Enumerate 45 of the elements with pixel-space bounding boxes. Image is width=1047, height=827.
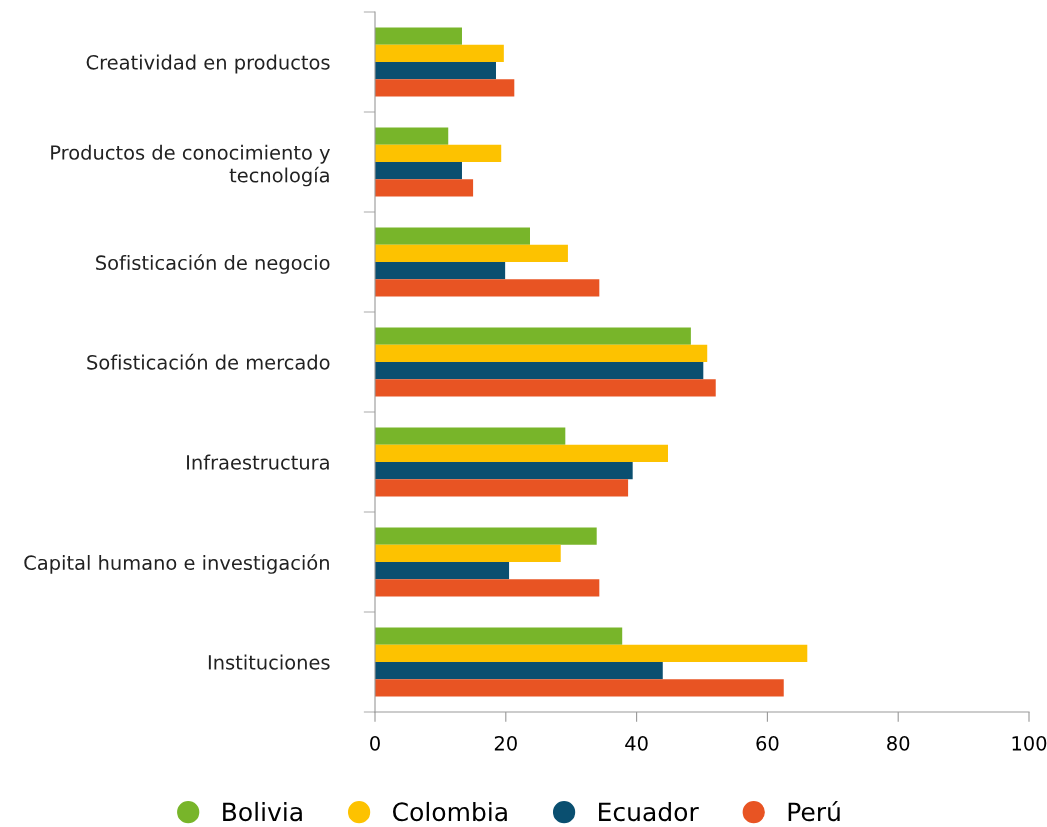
legend-label: Colombia (393, 801, 507, 822)
bar (375, 344, 708, 362)
legend-label: Bolivia (223, 801, 302, 822)
bar (375, 479, 629, 497)
bar (375, 427, 566, 445)
bar (375, 127, 449, 145)
bar (375, 62, 496, 80)
bar (375, 179, 474, 197)
bar (375, 444, 668, 462)
bar (375, 327, 691, 345)
bar (375, 27, 462, 45)
x-tick-label: 40 (625, 735, 648, 751)
x-tick-label: 60 (756, 735, 779, 751)
bar (375, 527, 597, 545)
bar (375, 544, 561, 562)
bar (375, 462, 633, 480)
bar (375, 262, 506, 280)
bar (375, 379, 716, 397)
bar (375, 662, 663, 680)
x-tick-label: 100 (1012, 735, 1047, 751)
bar (375, 627, 623, 645)
y-tick-label: Instituciones (208, 654, 330, 670)
bar (375, 644, 808, 662)
bar (375, 44, 504, 62)
x-tick-label: 0 (370, 735, 380, 751)
bar (375, 162, 462, 180)
bar (375, 679, 784, 697)
x-tick-label: 20 (494, 735, 517, 751)
legend-label: Perú (788, 800, 840, 822)
legend-label: Ecuador (599, 801, 699, 822)
y-tick-label: Sofisticación de negocio (96, 254, 330, 274)
bar (375, 79, 515, 97)
bar (375, 144, 502, 162)
bar (375, 279, 600, 297)
y-tick-label: Sofisticación de mercado (87, 353, 330, 370)
y-tick-label: Capital humano e investigación (24, 554, 329, 574)
x-tick-label: 80 (887, 735, 910, 751)
y-tick-label: Productos de conocimiento y tecnología (51, 144, 330, 187)
y-tick-label: Infraestructura (187, 454, 329, 470)
bar (375, 362, 704, 380)
bar (375, 227, 530, 245)
bar (375, 579, 600, 597)
bar (375, 562, 510, 580)
y-tick-label: Creatividad en productos (86, 54, 330, 74)
bar (375, 244, 568, 262)
